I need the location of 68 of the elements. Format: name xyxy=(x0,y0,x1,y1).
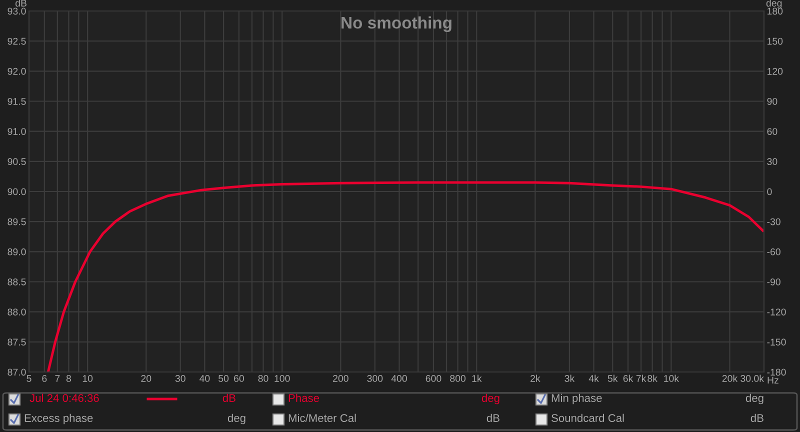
y2-tick-label: 180 xyxy=(768,8,783,15)
text: deg xyxy=(746,394,764,404)
x-tick-label: 8k xyxy=(648,374,658,382)
y2-tick-label: -120 xyxy=(767,308,786,316)
y2-tick-label: 0 xyxy=(767,188,772,196)
y2-tick-label: -150 xyxy=(767,338,786,346)
x-tick-label: 300 xyxy=(367,375,383,382)
x-tick-label: 7 xyxy=(55,375,60,382)
text: deg xyxy=(482,394,500,404)
x-tick-label: 8 xyxy=(66,375,71,382)
x-tick-label: 200 xyxy=(333,375,348,382)
y2-tick-label: -60 xyxy=(767,248,780,256)
text: Mic/Meter Cal xyxy=(288,414,356,422)
x-tick-label: 3k xyxy=(564,374,575,382)
x-tick-label: 30 xyxy=(175,375,186,382)
y-tick-label: 93.0 xyxy=(8,8,26,15)
x-tick-label: 30.0k xyxy=(740,374,764,382)
x-tick-label: 5k xyxy=(608,374,618,382)
y2-tick-label: -90 xyxy=(767,278,780,286)
y-tick-label: 87.0 xyxy=(8,368,26,376)
y2-tick-label: -180 xyxy=(767,368,786,376)
x-tick-label: 80 xyxy=(258,375,268,382)
text: dB xyxy=(222,394,236,402)
text: dB xyxy=(750,414,764,422)
y2-tick-label: 150 xyxy=(768,38,783,45)
y-tick-label: 91.0 xyxy=(8,128,26,135)
text: Jul 24 0:46:36 xyxy=(30,394,99,402)
y-tick-label: 88.0 xyxy=(8,308,26,316)
x-tick-label: 2k xyxy=(530,374,540,382)
y-tick-label: 87.5 xyxy=(8,338,26,346)
text: Min phase xyxy=(552,394,602,404)
x-tick-label: 40 xyxy=(200,375,210,382)
text: Phase xyxy=(288,394,320,402)
x-tick-label: 10 xyxy=(82,375,93,382)
text: Soundcard Cal xyxy=(552,414,624,422)
x-tick-label: 6 xyxy=(42,375,47,382)
x-tick-label: 1k xyxy=(472,374,482,382)
x-tick-label: 6k xyxy=(623,374,634,382)
chart-title: No smoothing xyxy=(342,16,452,32)
x-tick-label: 800 xyxy=(450,375,466,382)
x-tick-label: 60 xyxy=(234,375,244,382)
x-tick-label: 20 xyxy=(141,375,152,382)
x-tick-label: 10k xyxy=(664,374,680,382)
y-tick-label: 91.5 xyxy=(8,98,26,105)
x-tick-label: 50 xyxy=(218,375,229,382)
x-tick-label: 400 xyxy=(391,375,407,382)
y-tick-label: 92.5 xyxy=(8,38,26,45)
y2-tick-label: 120 xyxy=(768,68,783,75)
text: Excess phase xyxy=(24,414,93,424)
y-tick-label: 89.5 xyxy=(8,218,26,226)
y-tick-label: 92.0 xyxy=(8,68,26,75)
y-tick-label: 88.5 xyxy=(8,278,26,286)
x-tick-label: 7k xyxy=(636,374,646,382)
y-tick-label: 90.5 xyxy=(8,158,26,166)
y2-tick-label: 30 xyxy=(767,158,778,166)
y-tick-label: 90.0 xyxy=(8,188,26,196)
text: deg xyxy=(228,414,246,424)
y-tick-label: 89.0 xyxy=(8,248,26,256)
x-tick-label: 5 xyxy=(26,375,32,382)
y2-tick-label: 90 xyxy=(767,98,778,105)
x-tick-label: 4k xyxy=(588,374,599,382)
x-tick-label: 600 xyxy=(426,375,442,382)
text: dB xyxy=(486,414,500,422)
y2-tick-label: 60 xyxy=(767,128,778,135)
x-tick-label: 100 xyxy=(274,375,290,382)
y2-tick-label: -30 xyxy=(767,218,780,226)
x-axis-title: Hz xyxy=(768,376,778,384)
x-tick-label: 20k xyxy=(722,374,738,382)
